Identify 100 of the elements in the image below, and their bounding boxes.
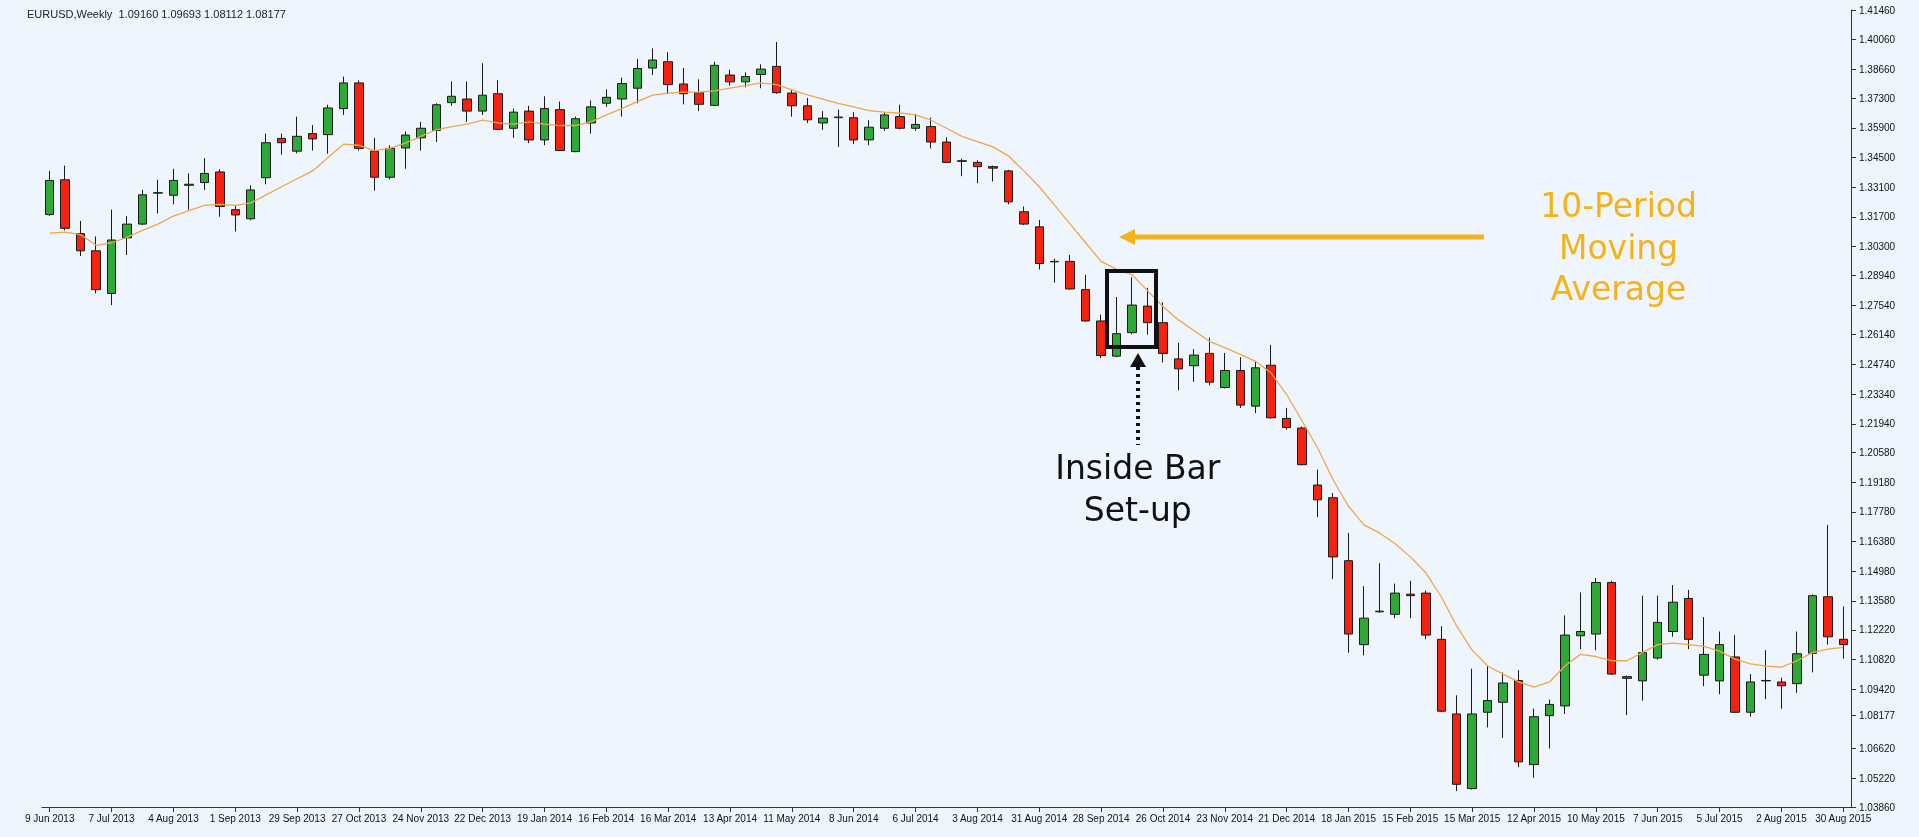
candlestick [107,209,116,306]
candlestick [1514,669,1523,768]
candlestick [1344,532,1353,654]
candlestick [1251,360,1260,414]
candlestick [1065,254,1075,291]
candlestick [493,79,503,130]
candlestick [524,105,534,144]
candlestick [1529,708,1539,779]
candlestick [1483,665,1492,728]
candlestick [370,137,379,192]
line-series [49,82,1844,688]
candlestick [926,117,936,149]
candlestick [1282,407,1291,431]
candlestick [1220,352,1230,390]
candlestick [1143,287,1152,336]
candlestick [741,71,750,88]
x-tick-label: 16 Mar 2014 [640,812,697,824]
candlestick [1777,677,1786,710]
y-tick-label: 1.09420 [1859,683,1896,695]
candlestick [1607,580,1616,676]
y-tick-label: 1.08177 [1859,709,1896,721]
y-tick-label: 1.27540 [1859,299,1896,311]
candlestick [1050,258,1059,284]
candlestick [1591,577,1601,651]
candlestick [1808,593,1817,673]
candlestick [803,97,812,124]
x-tick-label: 22 Dec 2013 [454,812,512,824]
candlestick [1004,169,1013,205]
x-tick-label: 2 Aug 2015 [1756,812,1808,824]
y-tick-label: 1.16380 [1859,536,1896,548]
y-tick-label: 1.26140 [1859,329,1896,341]
candlestick [1189,348,1199,383]
x-tick-label: 29 Sep 2013 [268,812,326,824]
x-tick-label: 24 Nov 2013 [392,812,450,824]
candlestick [710,61,719,107]
candlestick [1406,580,1415,619]
candlestick [1035,219,1044,270]
candlestick [339,76,348,116]
x-tick-label: 31 Aug 2014 [1011,812,1068,824]
x-tick-label: 16 Feb 2014 [578,812,635,824]
candlestick [1158,301,1168,363]
candlestick [45,170,54,217]
candlestick [1266,344,1276,419]
candlestick [1545,699,1554,749]
candlestick [1127,276,1137,335]
y-tick-label: 1.37300 [1859,92,1896,104]
candlestick [1437,625,1446,713]
candlestick [942,136,951,164]
candlestick [401,130,410,170]
candlestick [1498,671,1508,739]
y-tick-label: 1.28940 [1859,269,1896,281]
candlestick [540,95,549,146]
candlestick [246,184,255,221]
annotation: 10-Period Moving Average [1539,185,1698,310]
x-tick-label: 9 Jun 2013 [24,812,75,824]
candlestick [834,109,843,148]
candlestick [478,62,487,116]
candlestick [1746,673,1755,718]
x-tick-label: 7 Jul 2013 [88,812,136,824]
candlestick [1390,583,1400,619]
candlestick [1684,589,1693,650]
y-tick-label: 1.05220 [1859,772,1896,784]
candlestick [1699,616,1709,687]
candlestick [447,80,456,107]
y-tick-label: 1.34500 [1859,152,1896,164]
y-tick-label: 1.12220 [1859,624,1896,636]
candlestick [1328,492,1338,580]
candlestick [895,104,905,130]
x-tick-label: 26 Oct 2014 [1135,812,1191,824]
x-tick-label: 21 Dec 2014 [1258,812,1316,824]
x-tick-label: 8 Jun 2014 [828,812,879,824]
y-tick-label: 1.06620 [1859,743,1896,754]
candlestick [1019,205,1029,226]
candlestick [787,89,797,118]
y-tick-label: 1.03860 [1859,801,1896,813]
candlestick [586,100,596,135]
y-tick-label: 1.35900 [1859,122,1896,134]
candlestick [602,88,611,108]
candlestick [1359,585,1369,656]
candlestick [663,51,673,95]
candlestick [1622,675,1632,716]
candlestick [756,63,766,89]
y-tick-label: 1.30300 [1859,241,1896,253]
candlestick [818,110,828,131]
y-tick-label: 1.31700 [1859,211,1896,223]
candlestick [138,189,147,226]
candlestick [385,144,395,180]
y-tick-label: 1.41460 [1859,4,1896,16]
x-tick-label: 19 Jan 2014 [516,812,573,824]
candlestick [231,204,240,233]
candlestick [323,104,333,155]
x-tick-label: 27 Oct 2013 [331,812,387,824]
candlestick [91,235,101,294]
y-tick-label: 1.23340 [1859,388,1896,400]
candlestick [1668,584,1678,638]
candlestick [725,69,735,87]
candlestick [1452,694,1461,792]
x-tick-label: 12 Apr 2015 [1507,812,1562,824]
x-tick-label: 6 Jul 2014 [892,812,940,824]
candlestick [849,111,858,145]
